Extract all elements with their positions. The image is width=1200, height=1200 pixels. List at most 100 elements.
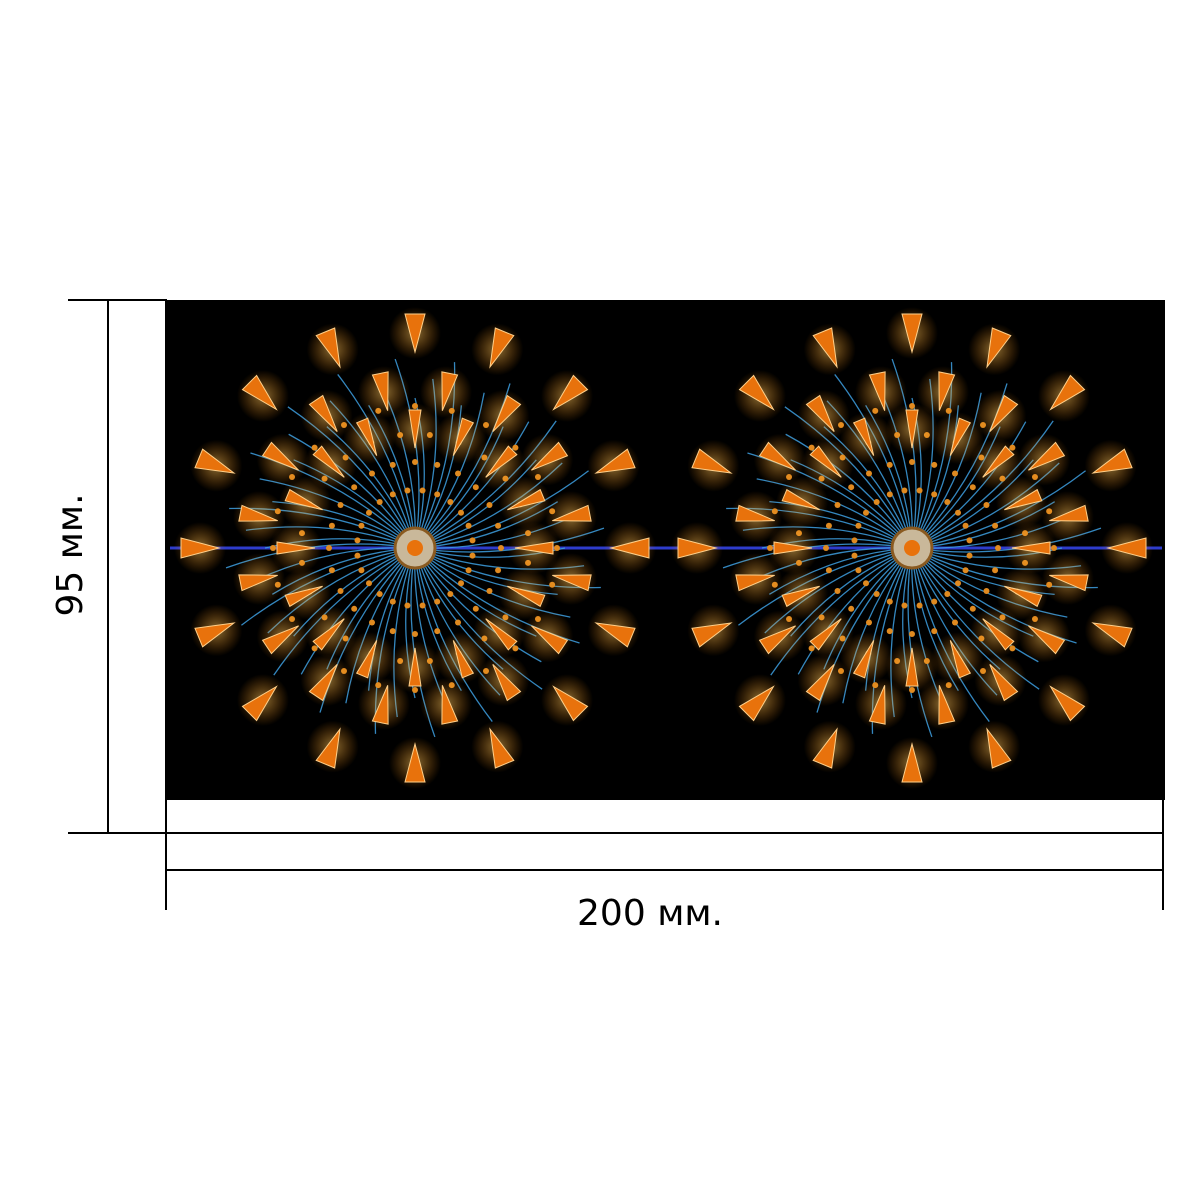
dot (498, 545, 504, 551)
width-label: 200 мм. (577, 893, 723, 934)
dot (495, 567, 502, 574)
dot (886, 461, 893, 468)
dot (369, 619, 375, 626)
dot (486, 502, 493, 508)
dot (834, 588, 841, 594)
spike (989, 394, 1019, 432)
spike (1049, 374, 1086, 411)
dot (873, 591, 880, 598)
dot (931, 628, 938, 635)
dot (469, 537, 476, 544)
spike (308, 664, 338, 702)
dot (944, 591, 951, 598)
dot (955, 580, 962, 587)
spike (594, 622, 636, 648)
spike (1028, 441, 1066, 471)
spike (261, 441, 299, 471)
dot (955, 509, 962, 516)
spike (238, 504, 278, 522)
spike (312, 618, 345, 651)
dot (866, 470, 872, 477)
spike (1091, 448, 1133, 474)
dot (354, 537, 361, 544)
spike (735, 574, 775, 592)
spike (238, 574, 278, 592)
spike (1049, 574, 1089, 592)
dot (404, 487, 411, 494)
spike (773, 541, 813, 555)
spike (982, 618, 1015, 651)
tendril (738, 547, 913, 626)
spike (868, 685, 886, 725)
spike (809, 618, 842, 651)
width-dimension (165, 800, 1164, 910)
core (904, 540, 920, 556)
dot (962, 522, 969, 529)
dot (966, 552, 973, 559)
spike (738, 374, 775, 411)
dot (369, 470, 375, 477)
dot (952, 619, 958, 626)
height-label: 95 мм. (50, 493, 91, 616)
spike (489, 727, 515, 769)
dot (931, 461, 938, 468)
spike (812, 327, 838, 369)
dot (434, 598, 441, 605)
spike (901, 313, 923, 354)
dot (834, 502, 841, 508)
artwork (170, 307, 1162, 789)
spike (507, 585, 546, 608)
dot (916, 602, 923, 609)
spike (691, 448, 733, 474)
spike (809, 445, 842, 478)
dot (351, 484, 358, 491)
spike (485, 445, 518, 478)
spike (852, 640, 875, 679)
spike (982, 445, 1015, 478)
dot (412, 459, 418, 465)
spike (552, 374, 589, 411)
dot (886, 598, 893, 605)
dot (337, 588, 344, 594)
spike (986, 727, 1012, 769)
spike (312, 445, 345, 478)
spike (180, 537, 221, 559)
spike (441, 685, 459, 725)
spike (691, 622, 733, 648)
dot (455, 470, 461, 477)
dot (851, 537, 858, 544)
dot (447, 498, 454, 505)
dot (458, 509, 465, 516)
spike (868, 371, 886, 411)
spike (938, 371, 956, 411)
dot (873, 498, 880, 505)
dot (823, 545, 829, 551)
spike (905, 647, 919, 687)
spike (276, 541, 316, 555)
spike (261, 625, 299, 655)
spike (404, 313, 426, 354)
spike (1091, 622, 1133, 648)
dot (419, 487, 426, 494)
dot (855, 567, 862, 574)
dot (389, 491, 396, 498)
dot (455, 619, 461, 626)
spike (735, 504, 775, 522)
spike (284, 488, 323, 511)
dot (909, 631, 915, 637)
dot (328, 522, 335, 529)
spike (1004, 585, 1043, 608)
spike (552, 504, 592, 522)
spike (594, 448, 636, 474)
tendril (414, 547, 493, 722)
dot (472, 605, 479, 612)
tendril (911, 547, 990, 722)
dot (944, 498, 951, 505)
dot (404, 602, 411, 609)
spike (408, 647, 422, 687)
spike (489, 327, 515, 369)
dot (389, 628, 396, 635)
spike (531, 441, 569, 471)
dot (866, 619, 872, 626)
dot (486, 588, 493, 594)
